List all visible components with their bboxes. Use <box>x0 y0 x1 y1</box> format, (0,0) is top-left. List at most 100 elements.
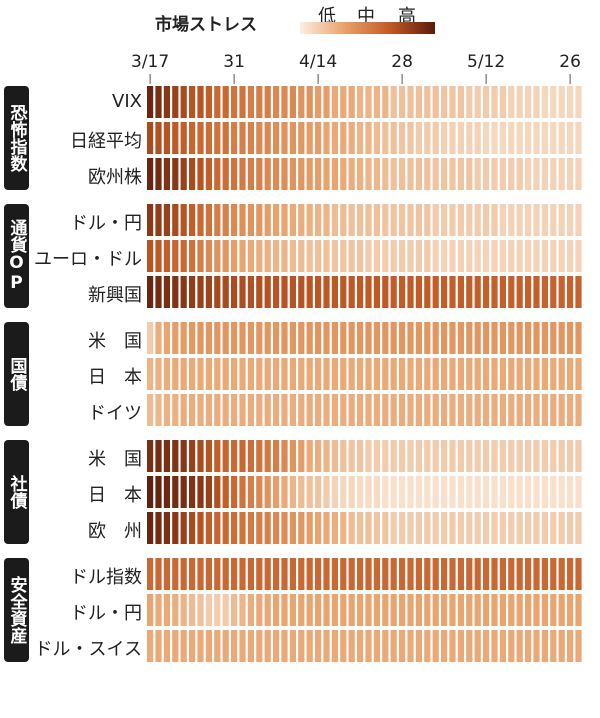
heatmap-cell <box>214 476 221 508</box>
heatmap-cell <box>147 594 154 626</box>
heatmap-cell <box>189 630 196 662</box>
heatmap-cell <box>541 476 548 508</box>
heatmap-cell <box>533 440 540 472</box>
heatmap-cell <box>457 558 464 590</box>
heatmap-cell <box>567 440 574 472</box>
heatmap-cell <box>550 122 557 154</box>
heatmap-cell <box>306 440 313 472</box>
heatmap-cell <box>466 512 473 544</box>
heatmap-cell <box>256 204 263 236</box>
heatmap-cell <box>399 86 406 118</box>
heatmap-cell <box>541 86 548 118</box>
heatmap-cell <box>289 394 296 426</box>
heatmap-cell <box>550 204 557 236</box>
heatmap-cell <box>298 122 305 154</box>
heatmap-cell <box>575 204 582 236</box>
heatmap-cell <box>558 322 565 354</box>
heatmap-cell <box>466 240 473 272</box>
heatmap-cell <box>449 122 456 154</box>
heatmap-cell <box>550 276 557 308</box>
heatmap-cell <box>499 240 506 272</box>
heatmap-cell <box>466 322 473 354</box>
heatmap-cell <box>550 476 557 508</box>
heatmap-cell <box>247 358 254 390</box>
heatmap-cell <box>172 558 179 590</box>
heatmap-cell <box>247 86 254 118</box>
heatmap-cell <box>348 204 355 236</box>
heatmap-cell <box>197 512 204 544</box>
legend-title: 市場ストレス <box>155 15 257 35</box>
heatmap-cell <box>424 476 431 508</box>
heatmap-cell <box>180 86 187 118</box>
heatmap-cell <box>466 158 473 190</box>
heatmap-cell <box>365 204 372 236</box>
heatmap-cell <box>147 630 154 662</box>
heatmap-cell <box>567 240 574 272</box>
heatmap-cell <box>415 86 422 118</box>
heatmap-cell <box>525 594 532 626</box>
heatmap-cell <box>147 440 154 472</box>
heatmap-cell <box>516 512 523 544</box>
heatmap-cell <box>172 158 179 190</box>
heatmap-cell <box>474 158 481 190</box>
heatmap-cell <box>365 240 372 272</box>
heatmap-cell <box>567 358 574 390</box>
heatmap-cell <box>491 322 498 354</box>
heatmap-cell <box>575 158 582 190</box>
heatmap-cell <box>180 594 187 626</box>
heatmap-cell <box>382 558 389 590</box>
heatmap-cell <box>264 276 271 308</box>
heatmap-cell <box>256 86 263 118</box>
heatmap-cell <box>222 276 229 308</box>
heatmap-cell <box>407 276 414 308</box>
heatmap-cell <box>357 158 364 190</box>
heatmap-cell <box>382 394 389 426</box>
heatmap-cell <box>222 594 229 626</box>
heatmap-cell <box>483 122 490 154</box>
heatmap-cell <box>466 476 473 508</box>
heatmap-cell <box>315 204 322 236</box>
heatmap-cell <box>163 204 170 236</box>
heatmap-cell <box>306 86 313 118</box>
heatmap-cell <box>407 240 414 272</box>
heatmap-cell <box>390 122 397 154</box>
heatmap-cell <box>382 322 389 354</box>
heatmap-cell <box>155 158 162 190</box>
heatmap-cell <box>331 476 338 508</box>
heatmap-cell <box>516 358 523 390</box>
heatmap-cell <box>281 204 288 236</box>
heatmap-cell <box>424 394 431 426</box>
heatmap-cell <box>264 630 271 662</box>
heatmap-cell <box>289 440 296 472</box>
heatmap-cell <box>558 594 565 626</box>
heatmap-cell <box>180 476 187 508</box>
heatmap-cell <box>256 558 263 590</box>
heatmap-cell <box>214 394 221 426</box>
heatmap-cell <box>231 512 238 544</box>
heatmap-cell <box>331 512 338 544</box>
heatmap-cell <box>499 558 506 590</box>
heatmap-cell <box>424 276 431 308</box>
heatmap-cell <box>256 594 263 626</box>
heatmap-cell <box>172 204 179 236</box>
heatmap-cell <box>155 594 162 626</box>
heatmap-cell <box>315 122 322 154</box>
heatmap-cell <box>247 594 254 626</box>
heatmap-cell <box>558 630 565 662</box>
heatmap-cell <box>315 240 322 272</box>
heatmap-cell <box>205 322 212 354</box>
heatmap-cell <box>558 558 565 590</box>
heatmap-cell <box>180 240 187 272</box>
heatmap-cell <box>155 86 162 118</box>
heatmap-cell <box>525 512 532 544</box>
heatmap-cell <box>189 204 196 236</box>
heatmap-cell <box>231 476 238 508</box>
heatmap-cell <box>163 594 170 626</box>
heatmap-cell <box>499 594 506 626</box>
heatmap-cell <box>533 276 540 308</box>
heatmap-cell <box>399 240 406 272</box>
heatmap-cell <box>407 630 414 662</box>
heatmap-cell <box>474 276 481 308</box>
heatmap-cell <box>147 240 154 272</box>
heatmap-cell <box>205 86 212 118</box>
